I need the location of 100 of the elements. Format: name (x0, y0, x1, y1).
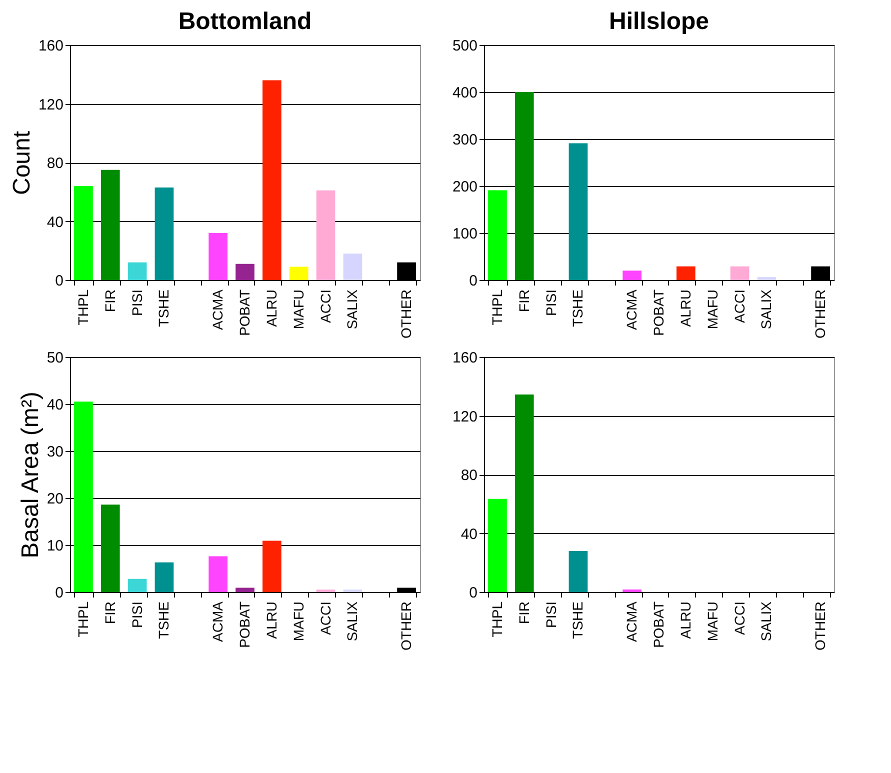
x-tick-label: ACCI (731, 602, 748, 635)
bar (568, 551, 588, 592)
x-tick-label: MAFU (290, 290, 306, 330)
x-tick-label: FIR (102, 290, 118, 312)
bar (811, 266, 830, 280)
x-tick-label: TSHE (570, 290, 586, 327)
y-tick-label: 0 (469, 272, 478, 290)
x-tick-label: MAFU (704, 602, 720, 642)
bar (262, 80, 282, 280)
x-tick-label: SALIX (758, 600, 774, 642)
bar (74, 402, 93, 592)
y-tick-label: 10 (46, 538, 64, 554)
y-tick-label: 160 (38, 38, 64, 54)
y-tick-label: 160 (452, 350, 478, 366)
x-tick-label: OTHER (812, 290, 828, 338)
x-tick-label: POBAT (650, 289, 666, 336)
y-tick-label: 400 (452, 84, 478, 102)
y-axis-title: Count (8, 130, 36, 196)
x-tick-label: PISI (128, 290, 145, 316)
y-tick-label: 30 (46, 444, 64, 460)
y-tick-label: 0 (469, 584, 478, 602)
y-tick-label: 50 (46, 350, 64, 366)
bar (154, 562, 174, 592)
x-tick-label: SALIX (758, 288, 774, 330)
x-tick-label: PISI (542, 602, 559, 628)
x-tick-label: ACMA (210, 600, 226, 642)
bar (730, 266, 750, 280)
x-tick-label: MAFU (290, 602, 306, 642)
y-axis-title: Basal Area (m²) (16, 392, 44, 558)
y-tick-label: 40 (46, 396, 64, 414)
x-tick-label: ACMA (624, 600, 640, 642)
x-tick-label: OTHER (398, 602, 414, 650)
x-tick-label: ALRU (263, 602, 280, 639)
bar (236, 588, 254, 592)
bar (236, 264, 254, 280)
x-tick-label: MAFU (704, 290, 720, 330)
bar (757, 277, 776, 280)
bar (488, 498, 507, 592)
y-tick-label: 200 (452, 178, 478, 196)
bar (676, 266, 696, 280)
bar (316, 190, 336, 280)
x-tick-label: ACMA (624, 288, 640, 330)
y-tick-label: 0 (55, 584, 64, 602)
y-tick-label: 120 (452, 408, 478, 426)
x-tick-label: TSHE (156, 602, 172, 639)
bar (208, 556, 228, 592)
bar (128, 262, 147, 280)
x-tick-label: ACCI (317, 290, 334, 323)
x-tick-label: POBAT (236, 601, 252, 648)
bar (343, 254, 362, 280)
x-tick-label: THPL (74, 601, 91, 638)
bar (568, 143, 588, 280)
bar (289, 266, 308, 280)
x-tick-label: POBAT (236, 289, 252, 336)
bar (397, 262, 416, 280)
x-tick-label: ALRU (677, 290, 694, 327)
x-tick-label: THPL (488, 601, 505, 638)
x-tick-label: OTHER (812, 602, 828, 650)
x-tick-label: THPL (488, 289, 505, 326)
x-tick-label: OTHER (398, 290, 414, 338)
x-tick-label: THPL (74, 289, 91, 326)
bar (397, 588, 416, 592)
y-tick-label: 300 (452, 132, 478, 148)
x-tick-label: ACCI (317, 602, 334, 635)
bar (514, 394, 534, 592)
bar (100, 170, 120, 280)
x-tick-label: TSHE (156, 290, 172, 327)
x-tick-label: ALRU (263, 290, 280, 327)
x-tick-label: PISI (542, 290, 559, 316)
bar (208, 233, 228, 280)
x-tick-label: SALIX (344, 600, 360, 642)
bar (128, 578, 147, 592)
x-tick-label: ACMA (210, 288, 226, 330)
bar (100, 504, 120, 592)
y-tick-label: 100 (452, 226, 478, 242)
y-tick-label: 120 (38, 96, 64, 114)
bar (622, 270, 642, 280)
y-tick-label: 500 (452, 38, 478, 54)
y-tick-label: 80 (46, 155, 64, 172)
bar (488, 190, 507, 280)
x-tick-label: SALIX (344, 288, 360, 330)
chart-title: Bottomland (178, 8, 312, 35)
x-tick-label: PISI (128, 602, 145, 628)
bar (154, 187, 174, 280)
x-tick-label: POBAT (650, 601, 666, 648)
x-tick-label: TSHE (570, 602, 586, 639)
y-tick-label: 40 (460, 526, 478, 543)
y-tick-label: 40 (46, 214, 64, 231)
x-tick-label: ACCI (731, 290, 748, 323)
x-tick-label: FIR (516, 602, 532, 624)
y-tick-label: 80 (460, 467, 478, 484)
x-tick-label: ALRU (677, 602, 694, 639)
bar (262, 540, 282, 592)
y-tick-label: 0 (55, 272, 64, 290)
x-tick-label: FIR (102, 602, 118, 624)
x-tick-label: FIR (516, 290, 532, 312)
bar (514, 92, 534, 280)
chart-title: Hillslope (608, 8, 710, 35)
bar (74, 186, 93, 280)
y-tick-label: 20 (46, 490, 64, 508)
